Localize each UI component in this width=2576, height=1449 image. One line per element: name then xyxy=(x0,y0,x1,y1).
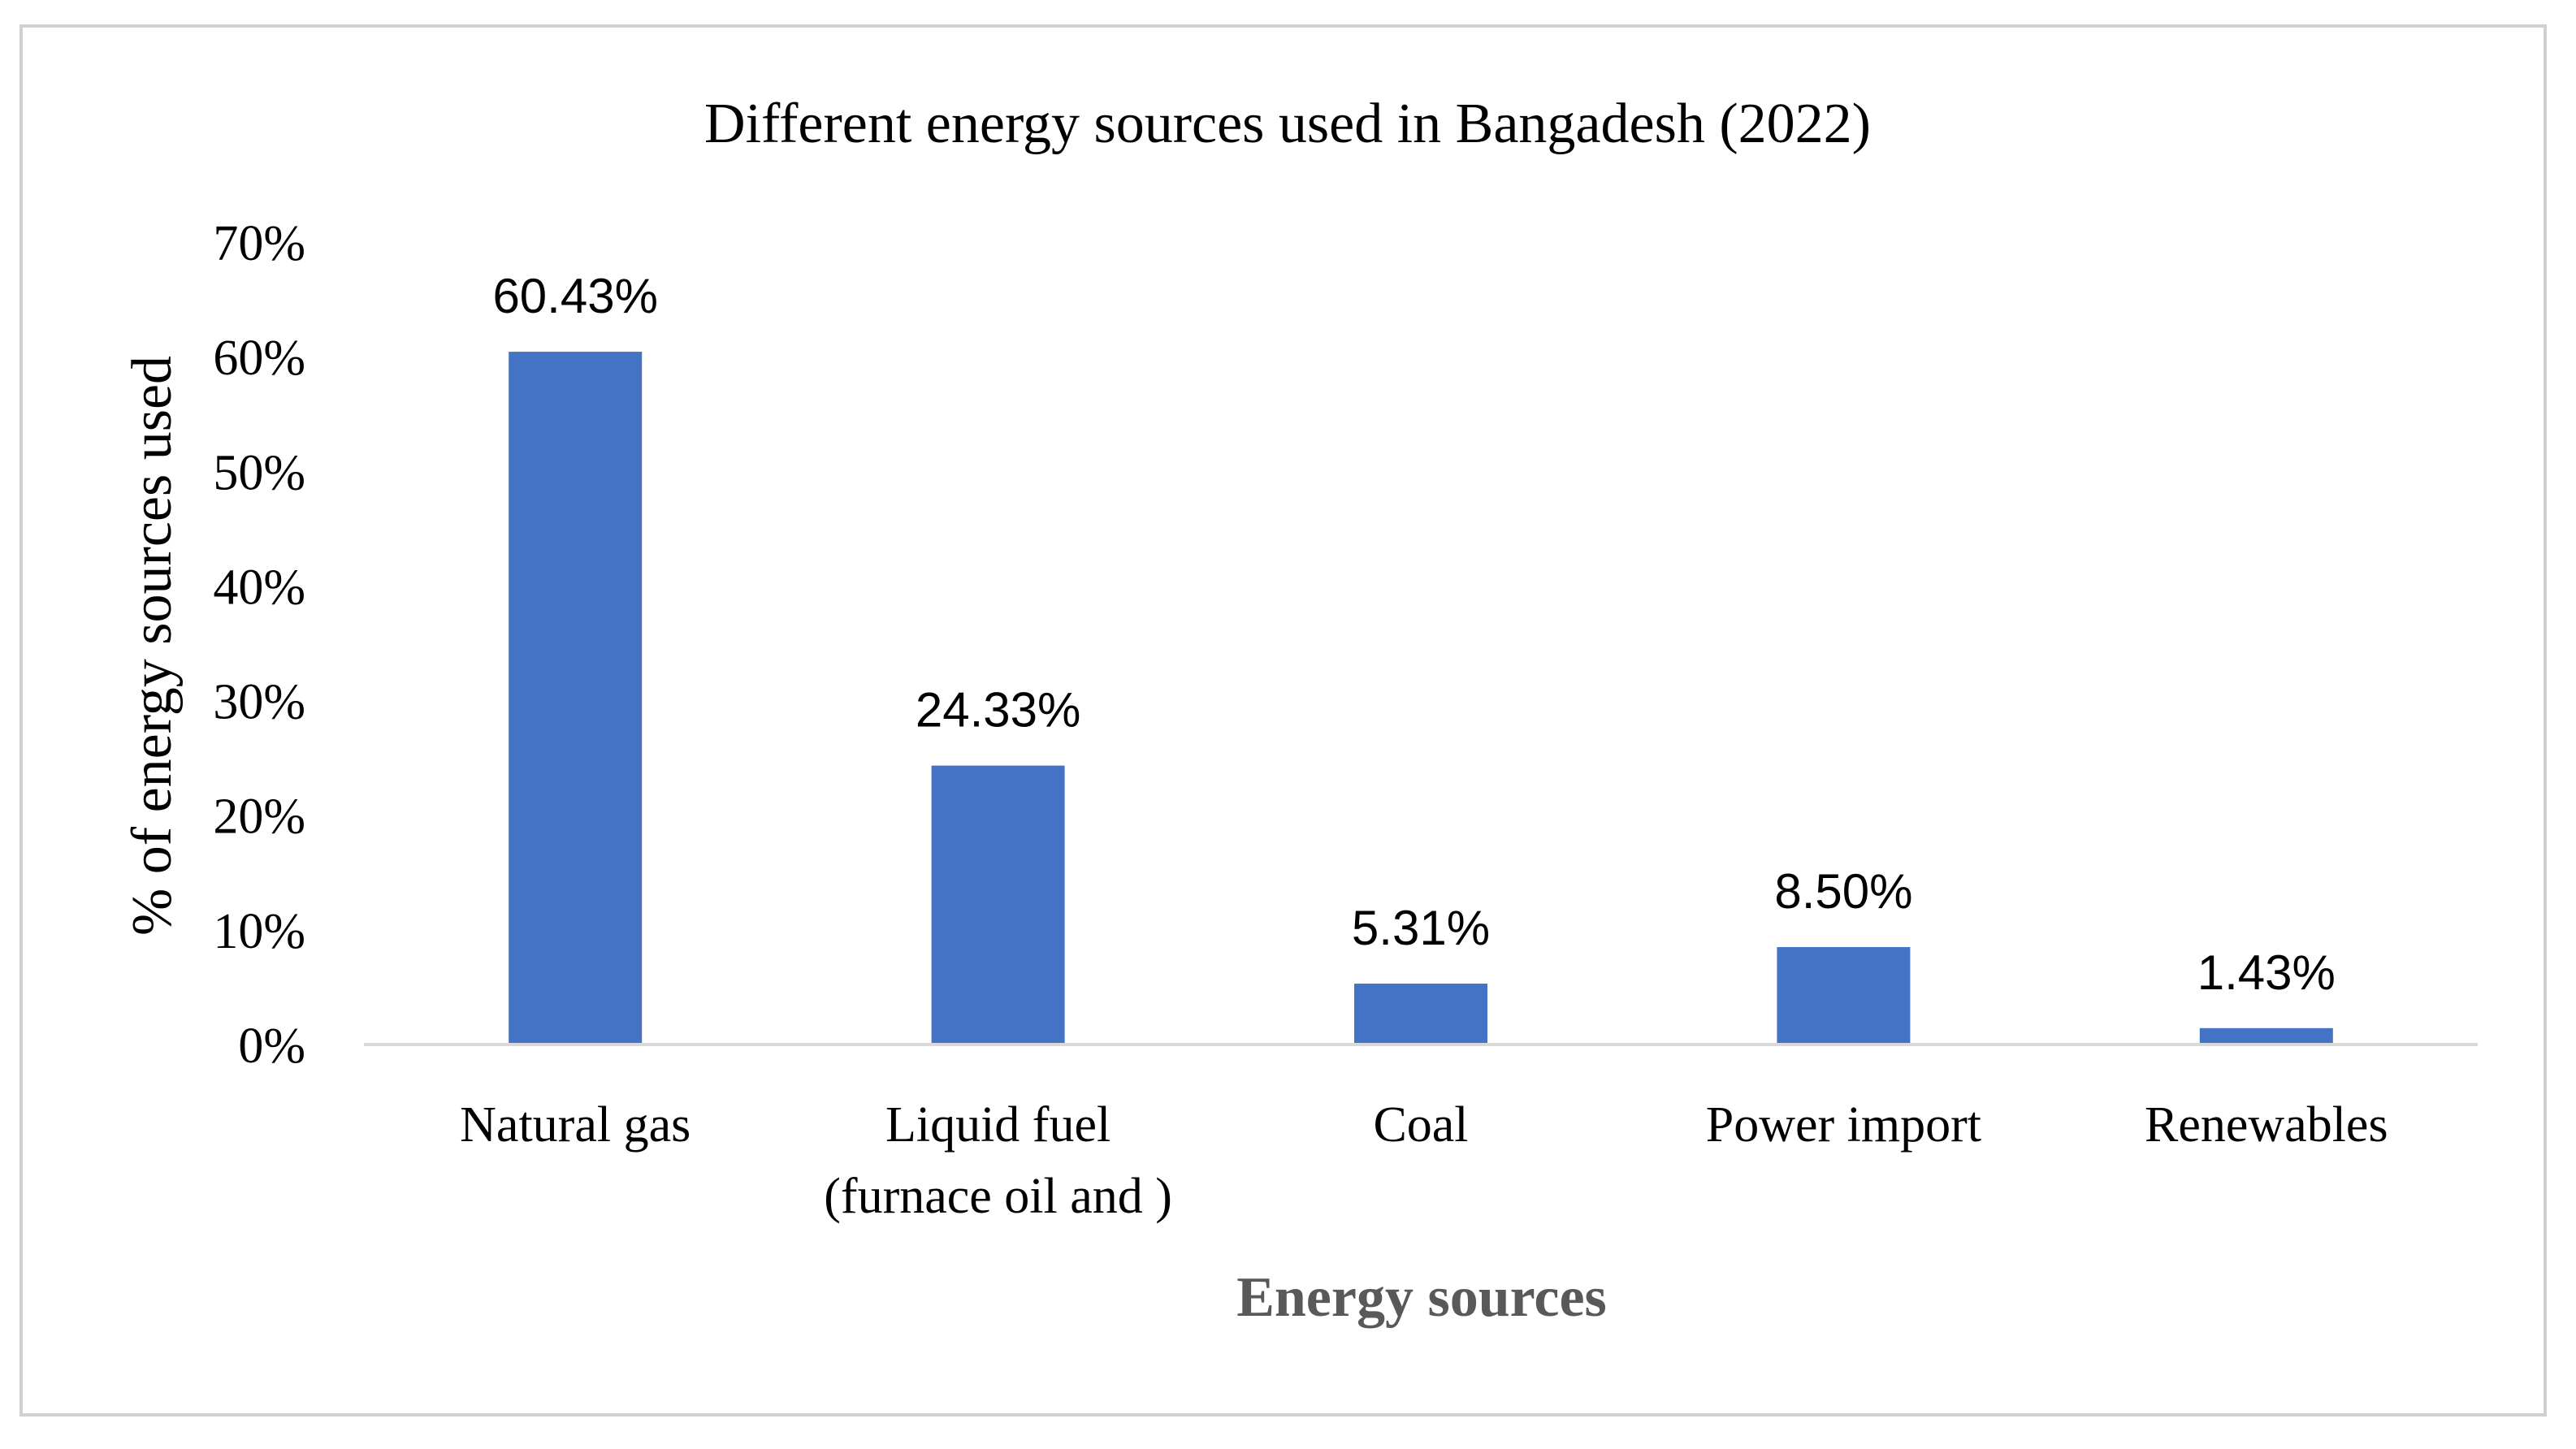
x-category-label: Liquid fuel (furnace oil and ) xyxy=(824,1097,1172,1224)
x-category-label: Renewables xyxy=(2145,1097,2388,1153)
bar-value-label: 60.43% xyxy=(492,269,658,323)
bar xyxy=(2199,1027,2333,1045)
y-axis-ticks: 0% 10% 20% 30% 40% 50% 60% 70% xyxy=(213,216,305,1074)
chart-frame xyxy=(19,24,2547,1417)
y-tick-label: 30% xyxy=(213,675,305,730)
x-category-label: Power import xyxy=(1706,1097,1981,1153)
y-axis-label: % of energy sources used xyxy=(121,356,184,936)
x-category-label: Natural gas xyxy=(460,1097,691,1153)
chart-title: Different energy sources used in Bangade… xyxy=(704,93,1871,155)
y-tick-label: 40% xyxy=(213,560,305,615)
bar-value-label: 1.43% xyxy=(2197,945,2336,1000)
bar xyxy=(509,352,643,1045)
x-category-label: Coal xyxy=(1373,1097,1468,1153)
bars-group xyxy=(509,352,2333,1045)
y-tick-label: 50% xyxy=(213,445,305,500)
x-axis-label: Energy sources xyxy=(1236,1266,1607,1329)
y-tick-label: 10% xyxy=(213,904,305,959)
bar-value-label: 5.31% xyxy=(1352,901,1490,955)
bar-value-label: 8.50% xyxy=(1774,864,1912,919)
bar xyxy=(931,765,1065,1045)
y-tick-label: 20% xyxy=(213,789,305,845)
x-axis-categories: Natural gas Liquid fuel (furnace oil and )… xyxy=(460,1097,2388,1224)
y-tick-label: 0% xyxy=(238,1019,305,1074)
y-tick-label: 60% xyxy=(213,331,305,386)
bar xyxy=(1354,984,1487,1045)
y-tick-label: 70% xyxy=(213,216,305,271)
bar-value-label: 24.33% xyxy=(916,683,1081,737)
bar xyxy=(1777,947,1911,1045)
data-labels-group: 60.43% 24.33% 5.31% 8.50% 1.43% xyxy=(492,269,2335,1000)
